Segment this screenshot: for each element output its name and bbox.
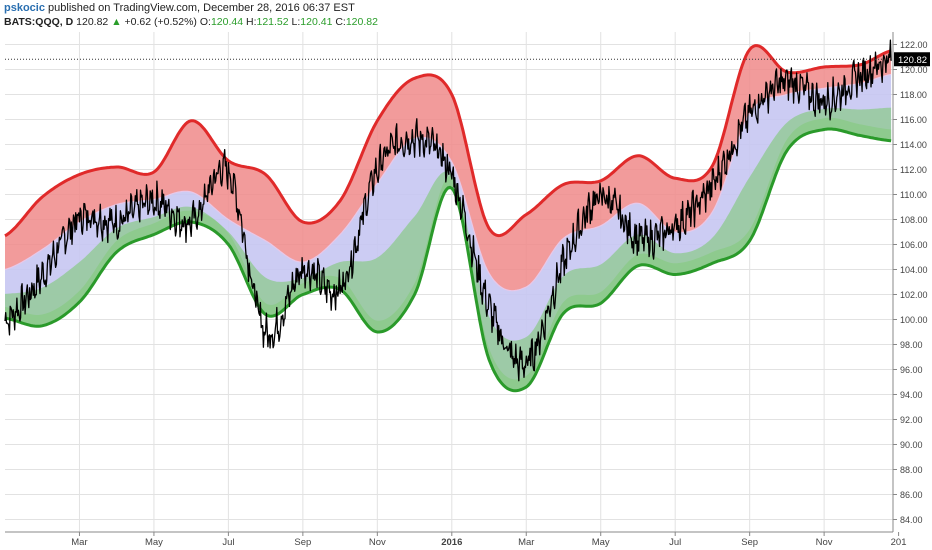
x-tick-label-6: Mar xyxy=(518,537,534,548)
y-tick-label-6: 96.00 xyxy=(900,365,923,375)
y-tick-label-18: 120.00 xyxy=(900,65,928,75)
price-change: +0.62 (+0.52%) xyxy=(124,16,197,28)
open-label: O: xyxy=(199,16,211,28)
y-tick-label-1: 86.00 xyxy=(900,490,923,500)
y-tick-label-5: 94.00 xyxy=(900,390,923,400)
last-price-tag xyxy=(894,52,930,67)
x-tick-label-10: Nov xyxy=(816,537,833,548)
symbol-label[interactable]: BATS:QQQ, D xyxy=(4,16,74,28)
x-tick-label-4: Nov xyxy=(369,537,386,548)
low-value: 120.41 xyxy=(300,16,333,28)
y-tick-label-19: 122.00 xyxy=(900,40,928,50)
y-tick-label-11: 106.00 xyxy=(900,240,928,250)
y-tick-label-9: 102.00 xyxy=(900,290,928,300)
x-tick-label-5: 2016 xyxy=(441,537,462,548)
axes: 84.00 86.00 88.00 90.00 92.00 94.00 96.00 98.00… xyxy=(5,32,930,548)
last-price: 120.82 xyxy=(76,16,109,28)
y-tick-label-4: 92.00 xyxy=(900,415,923,425)
published-text: published on TradingView.com, December 2… xyxy=(44,2,355,14)
y-tick-label-12: 108.00 xyxy=(900,215,928,225)
open-value: 120.44 xyxy=(210,16,244,28)
symbol-header: BATS:QQQ, D 120.82 ▲ +0.62 (+0.52%) O:12… xyxy=(4,16,378,28)
y-tick-label-0: 84.00 xyxy=(900,515,923,525)
x-tick-label-9: Sep xyxy=(741,537,758,548)
low-label: L: xyxy=(291,16,301,28)
price-series xyxy=(4,39,892,382)
x-tick-label-1: May xyxy=(145,537,163,548)
high-value: 121.52 xyxy=(256,16,289,28)
y-tick-label-16: 116.00 xyxy=(900,115,927,125)
y-tick-label-13: 110.00 xyxy=(900,190,927,200)
publish-header: pskocic published on TradingView.com, De… xyxy=(4,2,355,14)
lower-band xyxy=(5,107,892,391)
middle-band xyxy=(5,74,892,391)
y-tick-label-10: 104.00 xyxy=(900,265,928,275)
up-arrow-icon: ▲ xyxy=(111,16,122,28)
last-price-label: 120.82 xyxy=(898,55,927,66)
lower-edge xyxy=(4,127,892,393)
high-label: H: xyxy=(245,16,257,28)
x-tick-label-11: 201 xyxy=(891,537,907,548)
y-tick-label-3: 90.00 xyxy=(900,440,923,450)
x-tick-label-8: Jul xyxy=(669,537,681,548)
price-line xyxy=(4,39,892,382)
y-tick-label-17: 118.00 xyxy=(900,90,927,100)
x-tick-label-0: Mar xyxy=(71,537,87,548)
y-tick-label-8: 100.00 xyxy=(900,315,928,325)
x-tick-label-3: Sep xyxy=(294,537,311,548)
author-name[interactable]: pskocic xyxy=(4,2,45,14)
y-tick-label-15: 114.00 xyxy=(900,140,927,150)
close-label: C: xyxy=(335,16,346,28)
x-tick-label-7: May xyxy=(592,537,610,548)
upper-edge xyxy=(4,44,892,238)
x-tick-label-2: Jul xyxy=(222,537,234,548)
close-value: 120.82 xyxy=(345,16,378,28)
y-tick-label-2: 88.00 xyxy=(900,465,923,475)
y-tick-label-14: 112.00 xyxy=(900,165,927,175)
y-tick-label-7: 98.00 xyxy=(900,340,923,350)
